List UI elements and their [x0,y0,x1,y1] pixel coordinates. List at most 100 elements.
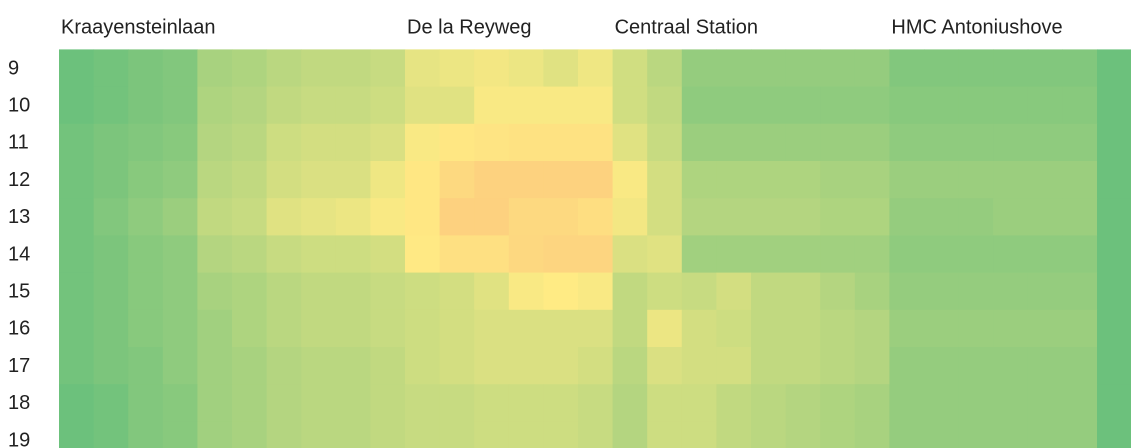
column-label: De la Reyweg [407,16,532,38]
heat-cell [162,123,198,162]
heat-cell [716,421,752,448]
heat-cell [647,421,683,448]
heat-cell [785,123,821,162]
heat-cell [301,235,337,274]
heat-cell [197,421,233,448]
heat-cell [93,347,129,385]
heat-cell [301,49,337,88]
heat-cell [751,347,787,385]
heat-cell [93,161,129,199]
heat-cell [1027,421,1063,448]
heat-cell [197,235,233,274]
heat-cell [924,161,960,199]
heat-cell [474,86,510,125]
heat-cell [508,198,544,236]
heat-cell [578,161,614,199]
heat-cell [958,123,994,162]
heat-cell [958,235,994,274]
heat-cell [335,49,371,88]
heat-cell [751,421,787,448]
heat-cell [474,272,510,311]
heat-cell [93,235,129,274]
heat-cell [785,272,821,311]
heat-cell [889,49,925,88]
heat-cell [162,235,198,274]
heat-cell [993,235,1029,274]
heat-cell [751,384,787,422]
heat-cell [681,347,717,385]
heat-cell [681,161,717,199]
heat-cell [820,421,856,448]
heat-cell [1097,235,1131,274]
heat-cell [716,123,752,162]
heat-cell [1062,309,1098,348]
heat-cell [405,161,441,199]
heat-cell [993,347,1029,385]
heat-cell [335,347,371,385]
heat-cell [924,347,960,385]
heat-cell [681,49,717,88]
heat-cell [59,272,95,311]
heat-cell [301,421,337,448]
heat-cell [751,272,787,311]
heat-cell [647,384,683,422]
heat-cell [1027,49,1063,88]
heat-cell [716,235,752,274]
heat-cell [612,421,648,448]
heat-cell [508,309,544,348]
heat-cell [162,272,198,311]
row-label: 15 [8,280,30,302]
heat-cell [889,309,925,348]
heat-cell [889,161,925,199]
heat-cell [612,235,648,274]
heat-cell [751,235,787,274]
heat-cell [854,198,890,236]
heat-cell [751,198,787,236]
heat-cell [958,86,994,125]
heat-cell [301,86,337,125]
heat-cell [854,49,890,88]
heat-cell [612,123,648,162]
heat-cell [508,421,544,448]
heat-cell [508,123,544,162]
heat-cell [647,347,683,385]
heat-cell [612,198,648,236]
heat-cell [301,309,337,348]
heat-cell [508,384,544,422]
heat-cell [59,421,95,448]
heat-cell [128,384,164,422]
heat-cell [647,272,683,311]
heat-cell [1062,421,1098,448]
row-label: 19 [8,429,30,448]
heat-cell [924,198,960,236]
heat-cell [232,347,268,385]
heat-cell [266,235,302,274]
heat-cell [266,86,302,125]
heat-cell [474,198,510,236]
heat-cell [716,384,752,422]
heat-cell [820,235,856,274]
heat-cell [647,235,683,274]
heat-cell [335,86,371,125]
heat-cell [716,347,752,385]
heat-cell [1097,161,1131,199]
heat-cell [474,123,510,162]
heat-cell [820,384,856,422]
column-label: HMC Antoniushove [891,16,1062,38]
heat-cell [508,235,544,274]
heat-cell [266,198,302,236]
heat-cell [128,86,164,125]
heat-cell [1027,123,1063,162]
heat-cell [1027,161,1063,199]
heat-cell [439,235,475,274]
heat-cell [889,347,925,385]
heat-cell [924,384,960,422]
heat-cell [716,161,752,199]
heat-cell [439,161,475,199]
heat-cell [59,384,95,422]
heat-cell [197,49,233,88]
heat-cell [266,161,302,199]
heat-cell [993,198,1029,236]
heat-cell [958,421,994,448]
heat-cell [993,309,1029,348]
